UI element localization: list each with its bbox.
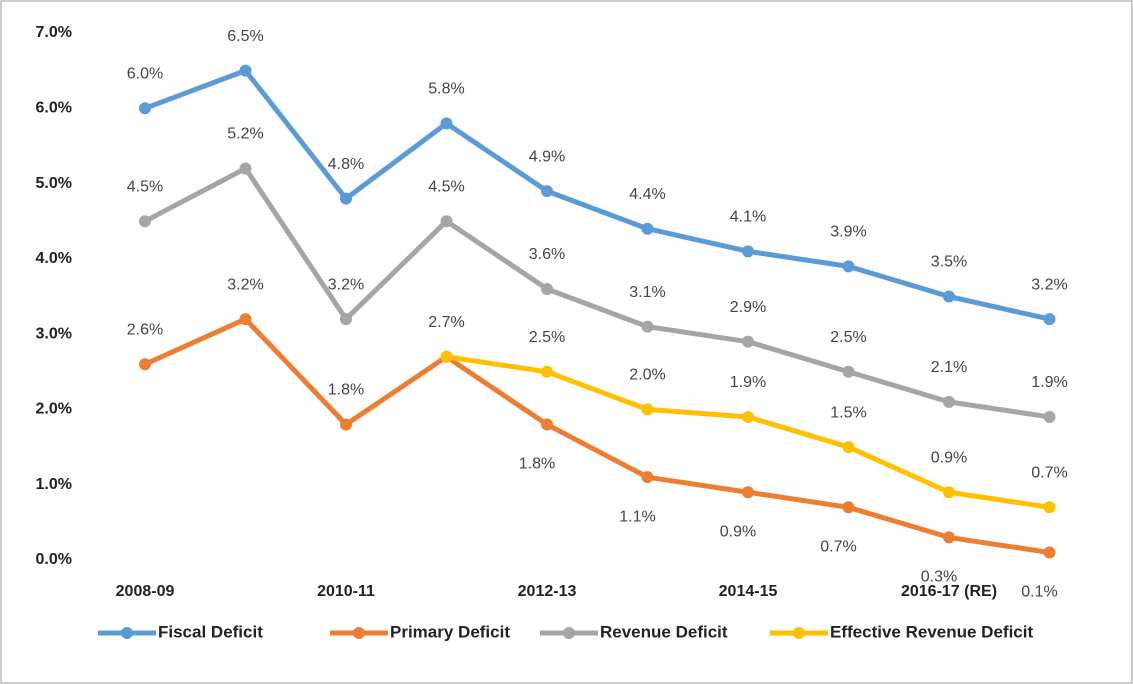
point xyxy=(742,335,754,348)
legend-label: Fiscal Deficit xyxy=(158,622,263,641)
y-tick-label: 6.0% xyxy=(36,100,72,117)
legend-marker xyxy=(793,627,805,639)
point xyxy=(842,501,855,514)
data-label: 4.1% xyxy=(730,209,766,226)
data-label: 3.2% xyxy=(1031,276,1067,293)
data-label: 4.5% xyxy=(127,178,163,195)
data-label: 0.7% xyxy=(820,539,856,556)
point xyxy=(340,192,352,205)
point xyxy=(340,313,352,326)
point xyxy=(1043,546,1056,559)
point xyxy=(239,64,252,77)
point xyxy=(641,320,654,333)
point xyxy=(842,365,855,378)
data-label: 4.4% xyxy=(629,186,665,203)
data-label: 3.9% xyxy=(830,224,866,241)
data-label: 3.2% xyxy=(227,276,263,293)
data-label: 3.2% xyxy=(328,276,364,293)
point xyxy=(742,486,754,499)
data-label: 0.9% xyxy=(720,523,756,540)
data-label: 1.5% xyxy=(830,404,866,421)
data-label: 0.9% xyxy=(931,449,967,466)
x-tick-label: 2010-11 xyxy=(317,583,375,600)
point xyxy=(641,471,654,484)
data-label: 2.9% xyxy=(730,299,766,316)
point xyxy=(139,358,151,371)
point xyxy=(340,418,352,431)
point xyxy=(541,185,553,198)
data-label: 4.5% xyxy=(428,178,464,195)
point xyxy=(641,403,654,416)
data-label: 1.8% xyxy=(328,382,364,399)
point xyxy=(239,313,252,326)
data-label: 1.1% xyxy=(619,508,655,525)
point xyxy=(440,350,453,363)
point xyxy=(943,290,955,303)
data-label: 2.7% xyxy=(428,314,464,331)
y-tick-label: 5.0% xyxy=(36,175,72,192)
point xyxy=(943,486,955,499)
point xyxy=(1043,501,1056,514)
data-label: 4.9% xyxy=(529,148,565,165)
legend-label: Effective Revenue Deficit xyxy=(830,622,1033,641)
point xyxy=(139,215,151,228)
data-label: 3.5% xyxy=(931,254,967,271)
x-tick-label: 2008-09 xyxy=(116,583,175,600)
data-label: 1.9% xyxy=(1031,374,1067,391)
data-label: 1.8% xyxy=(519,456,555,473)
point xyxy=(1043,313,1056,326)
point xyxy=(842,441,855,454)
point xyxy=(541,282,553,295)
series-line xyxy=(144,68,1051,322)
legend-label: Revenue Deficit xyxy=(600,622,728,641)
y-tick-label: 3.0% xyxy=(36,325,72,342)
x-tick-label: 2012-13 xyxy=(518,583,577,600)
point xyxy=(1043,410,1056,423)
data-label: 5.8% xyxy=(428,81,464,98)
data-label: 6.5% xyxy=(227,28,263,45)
y-tick-label: 0.0% xyxy=(36,551,72,568)
point xyxy=(742,245,754,258)
point xyxy=(842,260,855,273)
y-tick-label: 1.0% xyxy=(36,476,72,493)
series-line xyxy=(143,316,1050,555)
data-label: 0.1% xyxy=(1021,584,1057,601)
legend-marker xyxy=(563,627,575,639)
data-label: 2.6% xyxy=(127,321,163,338)
point xyxy=(541,365,553,378)
data-label: 0.3% xyxy=(921,569,957,586)
point xyxy=(440,215,453,228)
point xyxy=(943,531,955,544)
point xyxy=(641,222,654,235)
x-tick-label: 2014-15 xyxy=(719,583,778,600)
data-label: 1.9% xyxy=(730,374,766,391)
point xyxy=(742,410,754,423)
legend-marker xyxy=(353,627,365,639)
point xyxy=(440,117,453,130)
data-label: 5.2% xyxy=(227,126,263,143)
legend-marker xyxy=(121,627,133,639)
point xyxy=(541,418,553,431)
data-label: 6.0% xyxy=(127,66,163,83)
data-label: 4.8% xyxy=(328,156,364,173)
data-label: 3.6% xyxy=(529,246,565,263)
y-tick-label: 7.0% xyxy=(36,24,72,41)
y-tick-label: 4.0% xyxy=(36,250,72,267)
data-label: 2.0% xyxy=(629,367,665,384)
x-tick-label: 2016-17 (RE) xyxy=(901,583,997,600)
legend-label: Primary Deficit xyxy=(390,622,510,641)
point xyxy=(239,162,252,175)
data-label: 0.7% xyxy=(1031,465,1067,482)
data-label: 2.1% xyxy=(931,359,967,376)
data-label: 3.1% xyxy=(629,284,665,301)
data-label: 2.5% xyxy=(830,329,866,346)
point xyxy=(139,102,151,115)
data-label: 2.5% xyxy=(529,329,565,346)
point xyxy=(943,395,955,408)
y-tick-label: 2.0% xyxy=(36,401,72,418)
series-line xyxy=(143,166,1050,420)
